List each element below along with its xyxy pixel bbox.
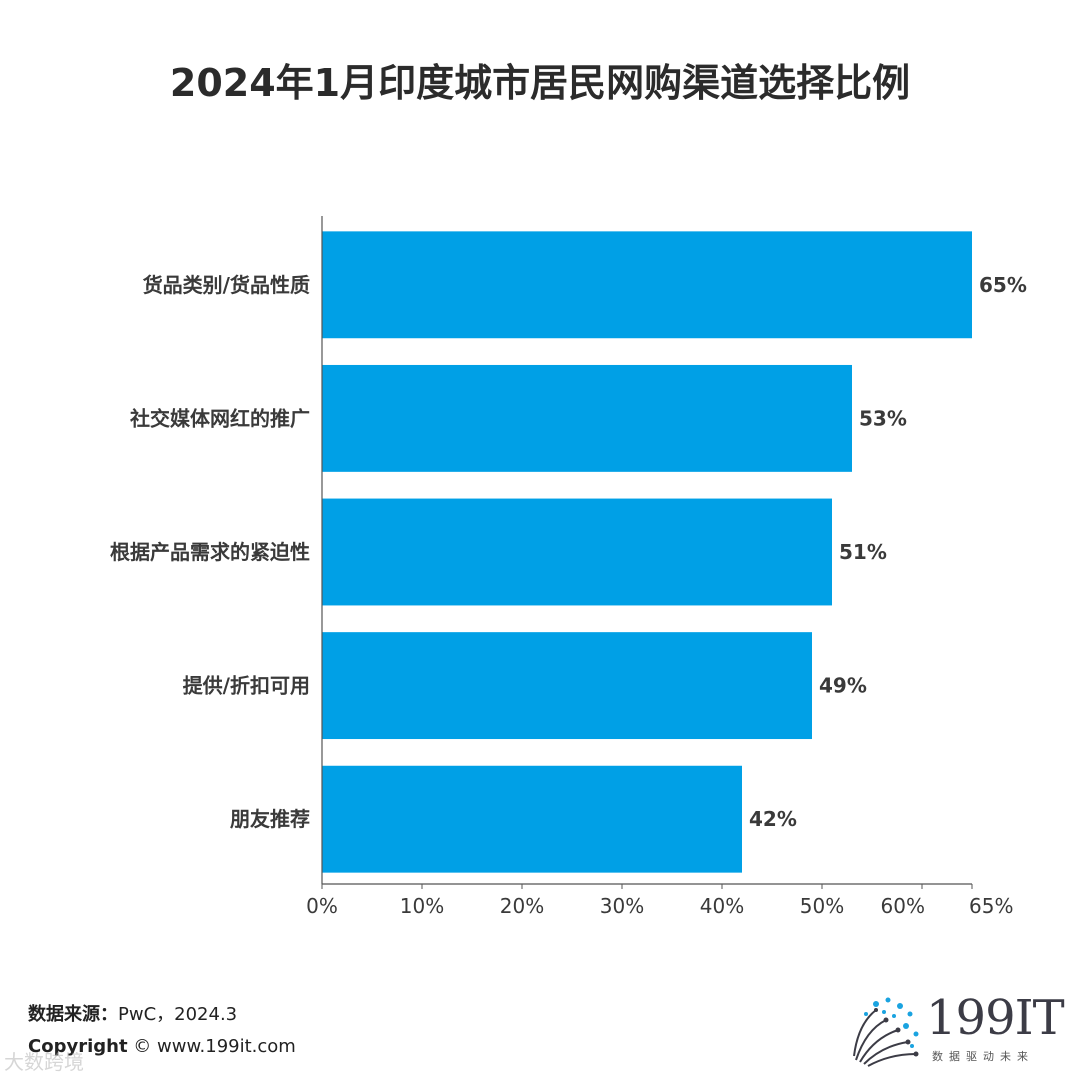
brand-logo: 199IT 数据驱动未来 [846,990,1065,1070]
source-label: 数据来源： [28,1004,118,1025]
category-label-1: 货品类别/货品性质 [143,273,310,297]
value-label-3: 51% [839,540,887,564]
bar-4 [322,632,812,740]
bar-chart: 货品类别/货品性质 65% 社交媒体网红的推广 53% 根据产品需求的紧迫性 51% 提供/… [110,216,1027,918]
x-tick-label-5: 50% [800,894,844,918]
x-tick-label-3: 30% [600,894,644,918]
x-tick-label-7: 65% [969,894,1013,918]
value-label-2: 53% [859,406,907,430]
category-label-4: 提供/折扣可用 [183,674,310,698]
value-label-1: 65% [979,273,1027,297]
category-label-2: 社交媒体网红的推广 [129,406,310,430]
bar-2 [322,364,852,472]
bar-5 [322,765,742,873]
x-tick-label-2: 20% [500,894,544,918]
category-label-3: 根据产品需求的紧迫性 [110,540,310,564]
x-tick-label-0: 0% [306,894,338,918]
source-value: PwC，2024.3 [118,1004,238,1025]
x-tick-label-1: 10% [400,894,444,918]
bar-1 [322,231,972,339]
value-label-4: 49% [819,674,867,698]
copyright-value: © www.199it.com [133,1036,296,1057]
bar-3 [322,498,832,606]
x-tick-label-4: 40% [700,894,744,918]
watermark: 大数跨境 [4,1050,84,1074]
value-label-5: 42% [749,807,797,831]
copyright-note: Copyright © www.199it.com [28,1036,296,1057]
x-tick-label-6: 60% [881,894,925,918]
copyright-label: Copyright [28,1036,128,1057]
logo-dots-icon [853,997,919,1067]
category-label-5: 朋友推荐 [230,807,310,831]
logo-tagline: 数据驱动未来 [932,1050,1034,1063]
chart-title: 2024年1月印度城市居民网购渠道选择比例 [169,61,911,105]
source-note: 数据来源：PwC，2024.3 [28,1000,237,1026]
logo-text: 199IT [926,990,1065,1046]
